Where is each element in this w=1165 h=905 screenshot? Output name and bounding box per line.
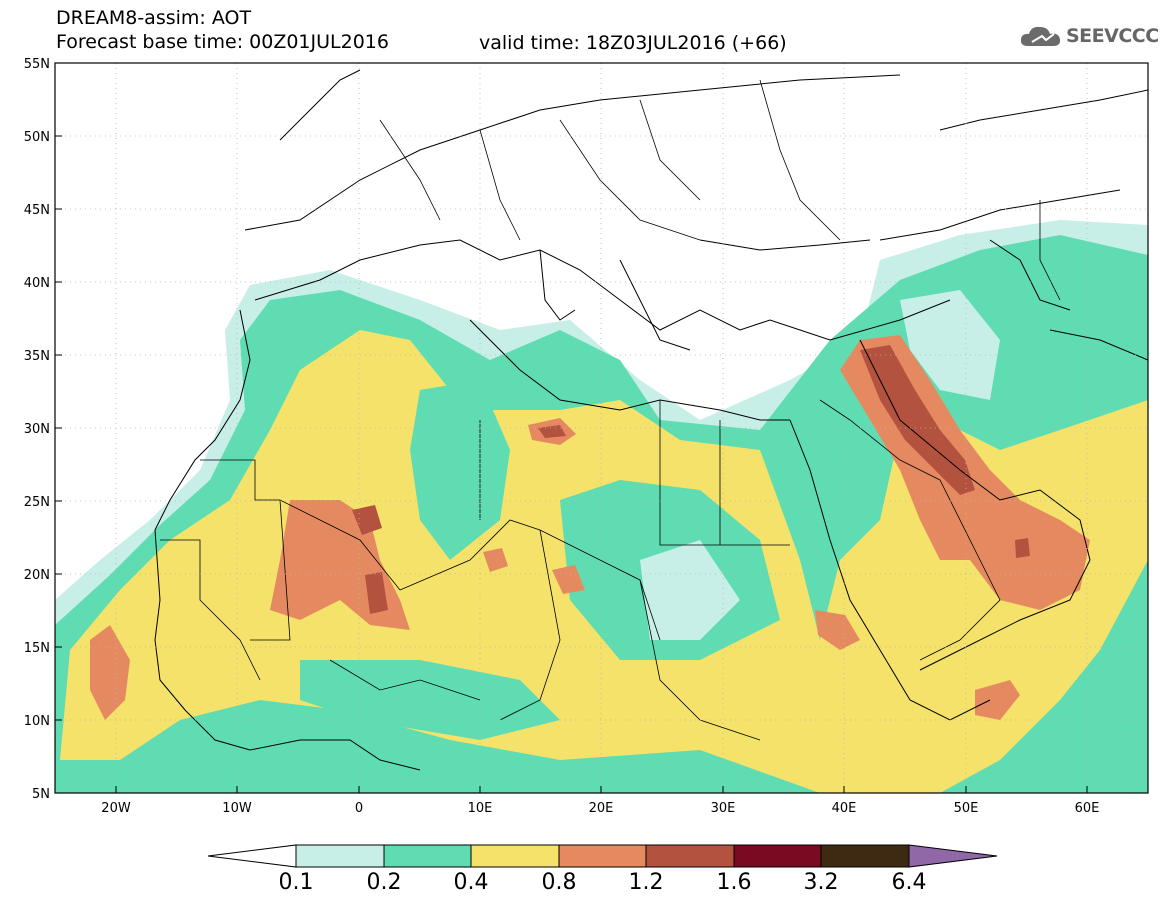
forecast-base-time: Forecast base time: 00Z01JUL2016 — [56, 31, 389, 53]
lat-label: 45N — [24, 203, 50, 218]
lat-label: 50N — [24, 130, 50, 145]
colorbar-label: 1.6 — [716, 870, 752, 895]
lat-label: 55N — [24, 57, 50, 72]
lon-label: 50E — [954, 801, 979, 816]
aot-band-brick — [1015, 538, 1030, 558]
colorbar-bin — [645, 844, 735, 868]
cloud-icon — [1020, 26, 1061, 46]
lon-label: 30E — [711, 801, 736, 816]
map-title: DREAM8-assim: AOT — [56, 7, 252, 29]
colorbar — [207, 844, 998, 868]
lon-label: 60E — [1075, 801, 1100, 816]
lat-label: 25N — [24, 495, 50, 510]
lat-label: 30N — [24, 422, 50, 437]
aot-band-orange — [483, 548, 508, 572]
lat-label: 35N — [24, 349, 50, 364]
colorbar-bin — [295, 844, 385, 868]
longitude-labels: 20W 10W 0 10E 20E 30E 40E 50E 60E — [101, 801, 1099, 816]
latitude-labels: 55N 50N 45N 40N 35N 30N 25N 20N 15N 10N … — [24, 57, 50, 802]
lon-label: 10E — [468, 801, 493, 816]
lat-label: 15N — [24, 641, 50, 656]
colorbar-label: 1.2 — [628, 870, 664, 895]
colorbar-bin — [820, 844, 910, 868]
seevccc-logo: SEEVCCC — [1018, 22, 1159, 50]
lon-label: 0 — [355, 801, 363, 816]
aot-pocket-light — [900, 290, 1000, 400]
aot-pocket-light — [640, 540, 740, 640]
colorbar-label: 6.4 — [891, 870, 927, 895]
borders — [160, 79, 1061, 741]
colorbar-bin — [733, 844, 822, 868]
aot-band-brick — [860, 345, 975, 495]
lat-label: 40N — [24, 276, 50, 291]
lon-label: 20W — [101, 801, 131, 816]
aot-band-orange — [815, 610, 860, 650]
lat-label: 5N — [32, 787, 50, 802]
colorbar-label: 0.4 — [453, 870, 489, 895]
colorbar-under-arrow — [207, 844, 297, 868]
aot-pocket-teal — [410, 380, 510, 560]
colorbar-label: 0.2 — [366, 870, 402, 895]
colorbar-label: 0.1 — [278, 870, 314, 895]
colorbar-label: 3.2 — [803, 870, 839, 895]
colorbar-label: 0.8 — [541, 870, 577, 895]
colorbar-bin — [558, 844, 647, 868]
lon-label: 10W — [222, 801, 252, 816]
colorbar-bin — [470, 844, 560, 868]
logo-text: SEEVCCC — [1066, 25, 1159, 47]
aot-band-brick — [352, 505, 382, 535]
aot-band-orange — [975, 680, 1020, 720]
colorbar-over-arrow — [908, 844, 998, 868]
lon-label: 40E — [832, 801, 857, 816]
lat-label: 10N — [24, 714, 50, 729]
tick-marks — [55, 62, 1088, 794]
aot-band-orange — [552, 565, 585, 594]
coastlines — [154, 69, 1148, 771]
aot-band-orange — [90, 625, 130, 720]
grid-lines — [55, 63, 1148, 793]
lon-label: 20E — [589, 801, 614, 816]
lat-label: 20N — [24, 568, 50, 583]
aot-field — [55, 63, 1148, 793]
aot-band-brick — [365, 572, 388, 614]
colorbar-bin — [383, 844, 472, 868]
valid-time: valid time: 18Z03JUL2016 (+66) — [479, 32, 787, 54]
